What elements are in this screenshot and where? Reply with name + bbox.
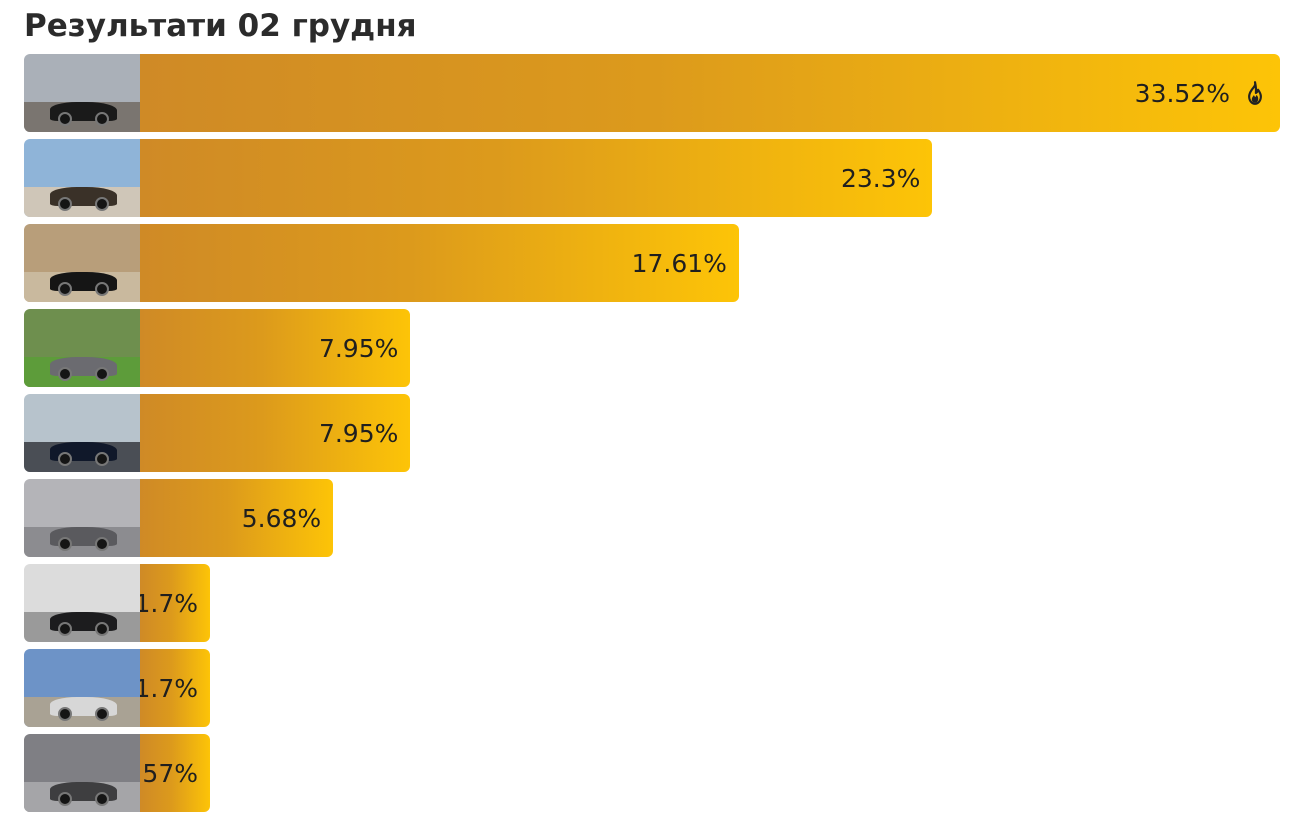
bar-value-label: 1.7% [134,673,198,703]
bar: 7.95% [140,394,411,472]
bar: 1.7% [134,564,210,642]
bar-value-label: 5.68% [241,503,322,533]
car-photo-icon [24,309,140,387]
bar: 7.95% [140,309,411,387]
bar-row: 0.57% [24,734,1280,812]
bar: 23.3% [140,139,933,217]
fire-icon [1242,80,1268,106]
car-photo-icon [24,394,140,472]
bar: 0.57% [119,734,210,812]
bar-value-label: 7.95% [318,418,399,448]
car-photo-icon [24,564,140,642]
bar-row: 1.7% [24,564,1280,642]
bar-row: 33.52% [24,54,1280,132]
bar-row: 23.3% [24,139,1280,217]
car-photo-icon [24,479,140,557]
car-photo-icon [24,734,140,812]
car-photo-icon [24,139,140,217]
bar-row: 5.68% [24,479,1280,557]
car-photo-icon [24,54,140,132]
bar-value-label: 33.52% [1134,78,1230,108]
bar-value-label: 7.95% [318,333,399,363]
chart-title: Результати 02 грудня [24,8,417,44]
bar: 17.61% [140,224,739,302]
bar: 5.68% [140,479,334,557]
car-photo-icon [24,649,140,727]
bar: 1.7% [134,649,210,727]
car-photo-icon [24,224,140,302]
bar-value-label: 1.7% [134,588,198,618]
bar-row: 7.95% [24,394,1280,472]
bar-value-label: 23.3% [841,163,921,193]
bar-value-label: 17.61% [631,248,727,278]
bar-chart: 33.52% 23.3% 17.61% 7.95% 7.95% 5.68% 1.7% 1.7%… [24,54,1280,819]
bar: 33.52% [140,54,1280,132]
bar-row: 7.95% [24,309,1280,387]
bar-row: 17.61% [24,224,1280,302]
bar-row: 1.7% [24,649,1280,727]
